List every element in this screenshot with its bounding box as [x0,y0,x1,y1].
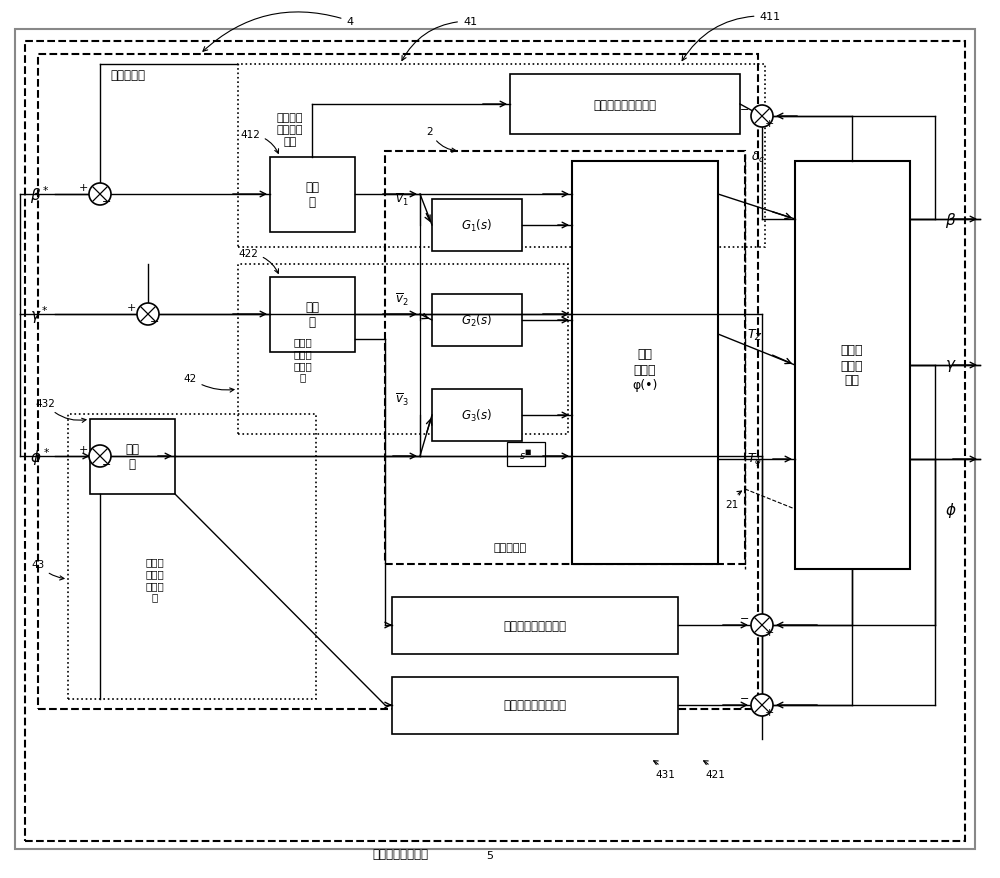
Text: 非线
性映射
φ(•): 非线 性映射 φ(•) [632,348,658,391]
Bar [270,158,355,233]
Text: −: − [102,197,112,206]
Text: 411: 411 [682,12,781,61]
Text: $s^{\blacksquare}$: $s^{\blacksquare}$ [519,448,533,461]
Text: 431: 431 [654,761,675,779]
Text: 汽车底
盘集成
系统: 汽车底 盘集成 系统 [841,344,863,387]
Text: $\phi$: $\phi$ [945,500,957,519]
Text: $\phi^*$: $\phi^*$ [30,446,50,467]
Text: $G_3(s)$: $G_3(s)$ [461,407,493,423]
Text: 广义逆内模控制器: 广义逆内模控制器 [372,847,428,860]
Text: 内模控制器: 内模控制器 [110,68,145,82]
Text: +: + [764,627,774,637]
Text: $\gamma$: $\gamma$ [945,357,957,373]
Text: 421: 421 [704,761,725,779]
Text: 422: 422 [238,248,278,274]
Bar [68,414,316,699]
Text: 43: 43 [31,559,64,580]
Bar [432,295,522,347]
Text: $T_\phi$: $T_\phi$ [747,451,763,468]
Circle shape [137,304,159,326]
Text: −: − [150,317,160,327]
Text: $T_Z$: $T_Z$ [747,327,763,342]
Text: 调节
器: 调节 器 [305,300,319,328]
Text: 4: 4 [203,13,354,52]
Circle shape [751,106,773,128]
Text: 42: 42 [183,373,234,392]
Text: 432: 432 [35,399,86,423]
Text: $G_2(s)$: $G_2(s)$ [461,313,493,328]
Bar [270,277,355,353]
Text: −: − [740,614,750,623]
Bar [572,162,718,565]
Text: $\beta$: $\beta$ [945,210,956,229]
Circle shape [89,184,111,205]
Bar [238,65,765,248]
Text: +: + [764,119,774,129]
Text: 2: 2 [427,126,456,153]
Text: 5: 5 [486,850,494,860]
Circle shape [89,445,111,467]
Text: 412: 412 [240,130,279,155]
Text: $G_1(s)$: $G_1(s)$ [461,218,493,234]
Text: 横摇角
速度内
模控制
器: 横摇角 速度内 模控制 器 [294,337,312,382]
Bar [795,162,910,569]
Text: 调节
器: 调节 器 [125,443,139,471]
Text: −: − [740,694,750,703]
Text: $\delta_c$: $\delta_c$ [751,149,765,164]
Bar [510,75,740,135]
Text: 广义逆系统: 广义逆系统 [493,543,527,552]
Bar [90,420,175,494]
Text: 横摇角速度内部模型: 横摇角速度内部模型 [504,619,566,632]
Bar [392,677,678,734]
Text: 质心侧偏
角内模控
制器: 质心侧偏 角内模控 制器 [277,113,303,147]
Bar [38,55,758,709]
Text: +: + [78,183,88,193]
Text: $\overline{v}_2$: $\overline{v}_2$ [395,291,409,307]
Text: $\beta^*$: $\beta^*$ [30,184,50,205]
Text: 21: 21 [725,492,742,509]
Bar [432,390,522,442]
Bar [392,597,678,654]
Circle shape [751,694,773,716]
Text: −: − [102,459,112,470]
Bar [507,443,545,466]
Text: 车身侧
倒角内
模控制
器: 车身侧 倒角内 模控制 器 [146,557,164,601]
Text: 质心侧偏角内部模型: 质心侧偏角内部模型 [594,98,656,112]
Text: $\overline{v}_3$: $\overline{v}_3$ [395,392,409,407]
Text: 调节
器: 调节 器 [305,181,319,209]
Text: $\gamma^*$: $\gamma^*$ [30,304,49,326]
Bar [238,264,568,435]
Text: −: − [740,104,750,115]
Bar [432,200,522,252]
Bar [385,152,745,565]
Text: +: + [78,444,88,455]
Text: +: + [126,303,136,313]
Text: +: + [764,707,774,717]
Text: 41: 41 [402,17,477,61]
Circle shape [751,615,773,637]
Text: $\overline{v}_1$: $\overline{v}_1$ [395,191,409,208]
Text: 车身侧倒角内部模型: 车身侧倒角内部模型 [504,699,566,712]
